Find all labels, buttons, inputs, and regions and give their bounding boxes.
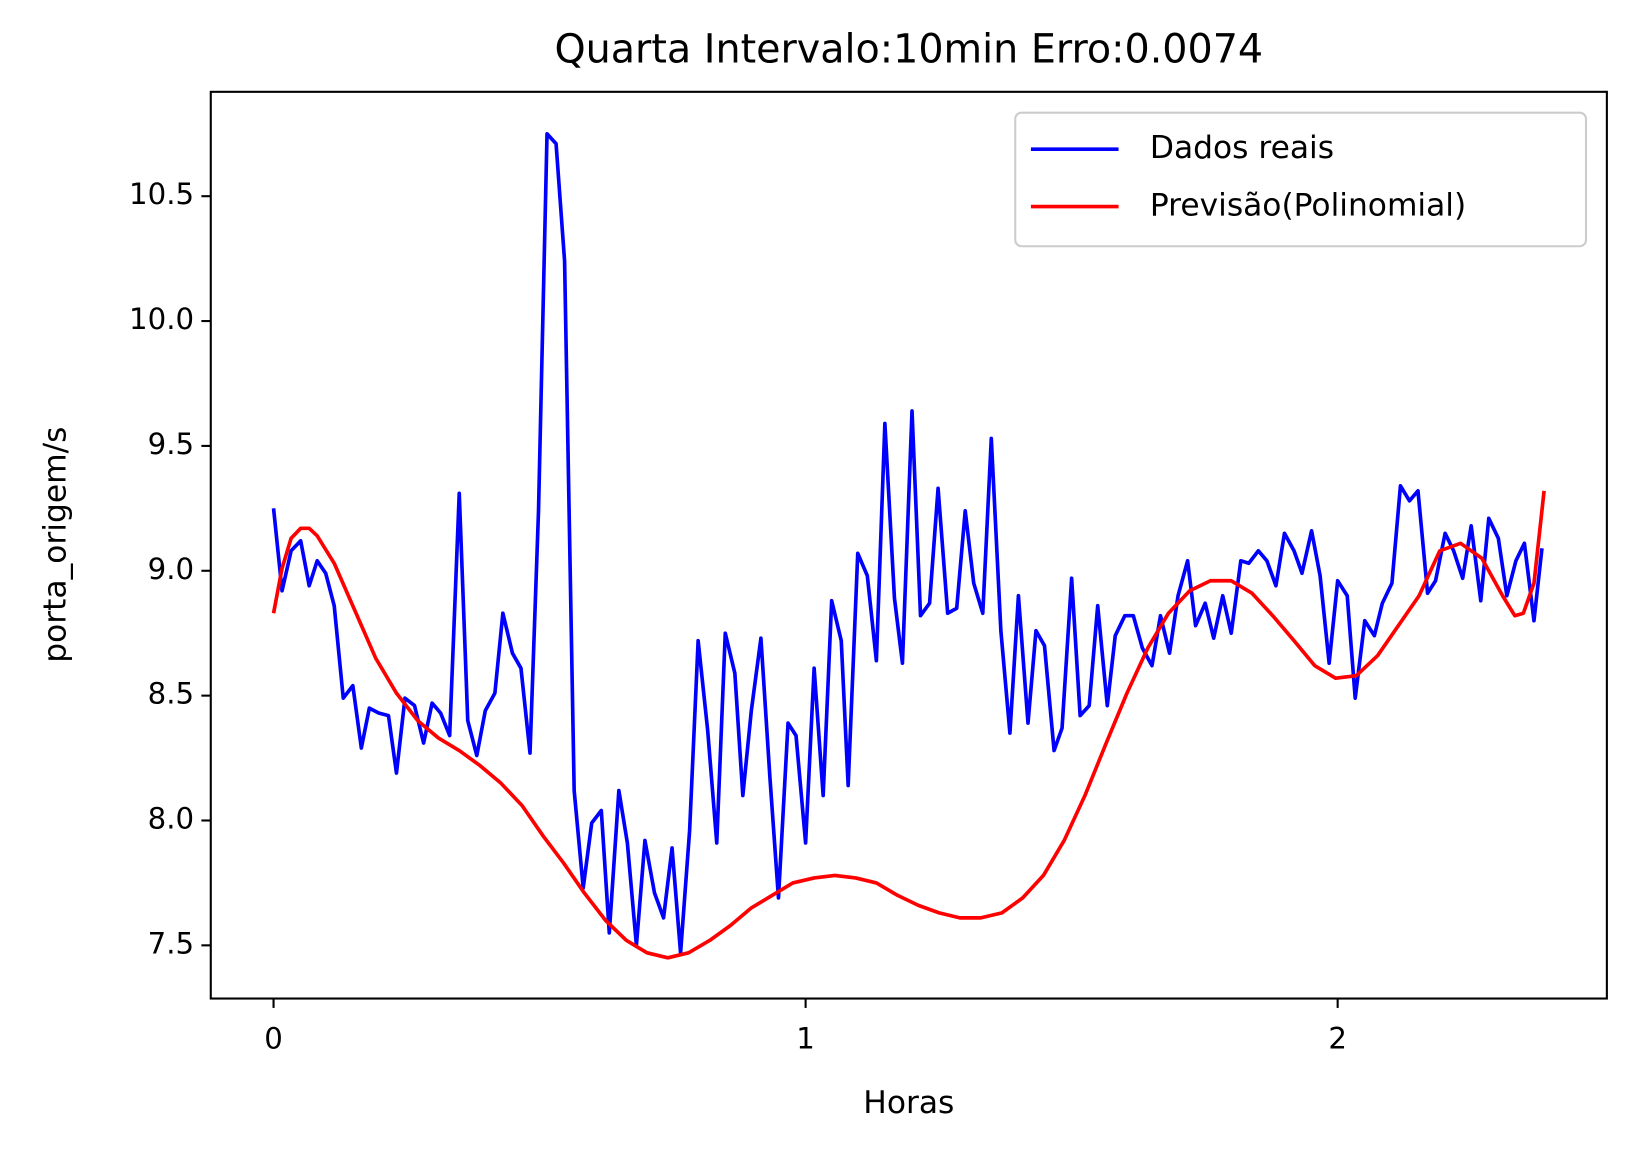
y-tick-label: 10.5: [129, 177, 194, 211]
x-axis-label: Horas: [863, 1085, 954, 1121]
x-tick-label: 1: [796, 1021, 815, 1055]
data-line: [271, 131, 1544, 955]
y-tick-label: 9.0: [148, 552, 194, 586]
legend-label: Previsão(Polinomial): [1150, 188, 1466, 224]
legend-box: [1014, 111, 1588, 248]
chart-title: Quarta Intervalo:10min Erro:0.0074: [554, 27, 1263, 73]
x-tick-label: 0: [264, 1021, 283, 1055]
y-tick-label: 8.0: [148, 801, 194, 835]
y-tick-label: 8.5: [148, 677, 194, 711]
legend-label: Dados reais: [1150, 130, 1334, 166]
y-tick-label: 9.5: [148, 427, 194, 461]
plot-frame: [209, 90, 1608, 1000]
x-tick-label: 2: [1328, 1021, 1347, 1055]
y-axis-label: porta_origem/s: [37, 427, 73, 663]
y-tick-label: 7.5: [148, 926, 194, 960]
data-line: [271, 490, 1546, 960]
y-tick-label: 10.0: [129, 302, 194, 336]
